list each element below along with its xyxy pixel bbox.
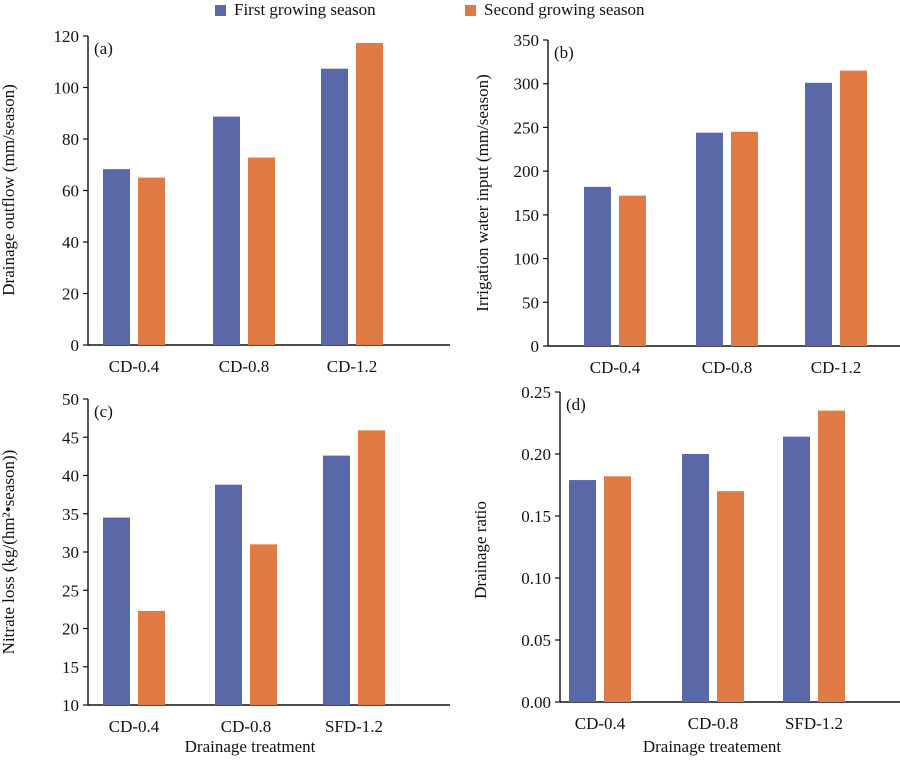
y-tick-label: 0: [531, 337, 540, 356]
y-axis-label: Irrigation water input (mm/season): [473, 74, 492, 311]
panel-label: (d): [566, 395, 586, 414]
panel-label: (a): [94, 39, 113, 58]
x-tick-label: SFD-1.2: [785, 714, 843, 733]
legend-swatch-second: [465, 4, 476, 16]
x-tick-label: CD-0.4: [109, 717, 160, 736]
y-tick-label: 250: [514, 118, 540, 137]
legend-swatch-first: [215, 4, 226, 16]
y-tick-label: 40: [62, 467, 79, 486]
bar-first-season-cd-0.4: [103, 169, 130, 345]
x-tick-label: CD-0.8: [221, 717, 272, 736]
bar-second-season-sfd-1.2: [818, 410, 845, 702]
y-tick-label: 80: [62, 130, 79, 149]
y-tick-label: 100: [54, 79, 80, 98]
y-tick-label: 60: [62, 182, 79, 201]
panel-label: (b): [554, 43, 574, 62]
legend-item-first-season: First growing season: [215, 0, 376, 20]
bar-first-season-cd-0.4: [569, 480, 596, 702]
x-tick-label: CD-0.8: [688, 714, 739, 733]
bar-first-season-cd-1.2: [321, 68, 348, 345]
x-tick-label: CD-0.8: [702, 358, 753, 377]
x-tick-label: CD-0.8: [219, 357, 270, 376]
y-tick-label: 25: [62, 581, 79, 600]
x-tick-label: CD-1.2: [811, 358, 862, 377]
bar-second-season-cd-0.8: [250, 544, 277, 705]
y-tick-label: 150: [514, 206, 540, 225]
x-tick-label: CD-0.4: [590, 358, 641, 377]
legend-item-second-season: Second growing season: [465, 0, 645, 20]
bar-second-season-cd-1.2: [840, 70, 867, 346]
y-tick-label: 50: [62, 390, 79, 409]
legend: First growing season Second growing seas…: [0, 0, 900, 22]
chart-panel-c: 10 15 20 25 30 35 40 45 50 (c) CD-0.4 CD-0.8 SFD-1.2…: [0, 390, 450, 756]
x-axis-label: Drainage treatment: [185, 737, 316, 756]
chart-panel-a: 0 20 40 60 80 100 120 (a) CD-0.4 CD-0.8 CD-1.2 Drai…: [0, 27, 450, 376]
x-tick-label: CD-0.4: [575, 714, 626, 733]
y-tick-label: 0.20: [521, 445, 551, 464]
y-axis-label: Drainage outflow (mm/season): [0, 84, 18, 296]
y-tick-label: 0.00: [521, 693, 551, 712]
bar-second-season-cd-0.4: [604, 476, 631, 702]
x-tick-label: CD-1.2: [327, 357, 378, 376]
legend-label-second: Second growing season: [484, 0, 645, 19]
x-tick-label: SFD-1.2: [325, 717, 383, 736]
y-tick-label: 20: [62, 620, 79, 639]
y-tick-label: 0.05: [521, 631, 551, 650]
bar-second-season-cd-0.4: [138, 610, 165, 705]
legend-label-first: First growing season: [234, 0, 376, 19]
chart-panel-b: 0 50 100 150 200 250 300 350 (b) CD-0.4 CD-0.8 CD-1…: [473, 31, 900, 377]
y-tick-label: 0.15: [521, 507, 551, 526]
x-tick-label: CD-0.4: [109, 357, 160, 376]
y-tick-label: 20: [62, 285, 79, 304]
y-tick-label: 100: [514, 250, 540, 269]
bar-second-season-cd-0.8: [717, 491, 744, 702]
y-tick-label: 0.25: [521, 383, 551, 402]
bar-first-season-sfd-1.2: [783, 436, 810, 702]
bar-first-season-cd-0.8: [696, 132, 723, 346]
y-tick-label: 120: [54, 27, 80, 46]
y-tick-label: 200: [514, 162, 540, 181]
y-tick-label: 45: [62, 428, 79, 447]
y-tick-label: 50: [522, 293, 539, 312]
panel-label: (c): [94, 402, 113, 421]
bar-first-season-cd-0.4: [584, 186, 611, 346]
bar-second-season-sfd-1.2: [358, 430, 385, 705]
y-tick-label: 40: [62, 233, 79, 252]
y-tick-label: 350: [514, 31, 540, 50]
y-tick-label: 300: [514, 75, 540, 94]
bar-first-season-cd-0.8: [213, 116, 240, 345]
bar-first-season-cd-1.2: [805, 82, 832, 346]
bar-second-season-cd-0.8: [248, 157, 275, 345]
y-tick-label: 10: [62, 696, 79, 715]
chart-panel-d: 0.00 0.05 0.10 0.15 0.20 0.25 (d) CD-0.4 CD-0.8 S…: [471, 383, 900, 756]
bar-first-season-cd-0.4: [103, 517, 130, 705]
bar-first-season-cd-0.8: [682, 454, 709, 702]
bar-second-season-cd-1.2: [356, 42, 383, 345]
y-tick-label: 35: [62, 505, 79, 524]
y-axis-label: Drainage ratio: [471, 501, 490, 599]
y-tick-label: 30: [62, 543, 79, 562]
y-tick-label: 15: [62, 658, 79, 677]
bar-second-season-cd-0.4: [619, 195, 646, 346]
x-axis-label: Drainage treatement: [643, 737, 782, 756]
bar-first-season-sfd-1.2: [323, 455, 350, 705]
y-tick-label: 0.10: [521, 569, 551, 588]
bar-second-season-cd-0.4: [138, 177, 165, 345]
bar-second-season-cd-0.8: [731, 131, 758, 346]
y-axis-label: Nitrate loss (kg/(hm²•season)): [0, 450, 18, 655]
y-tick-label: 0: [71, 336, 80, 355]
bar-first-season-cd-0.8: [215, 484, 242, 705]
